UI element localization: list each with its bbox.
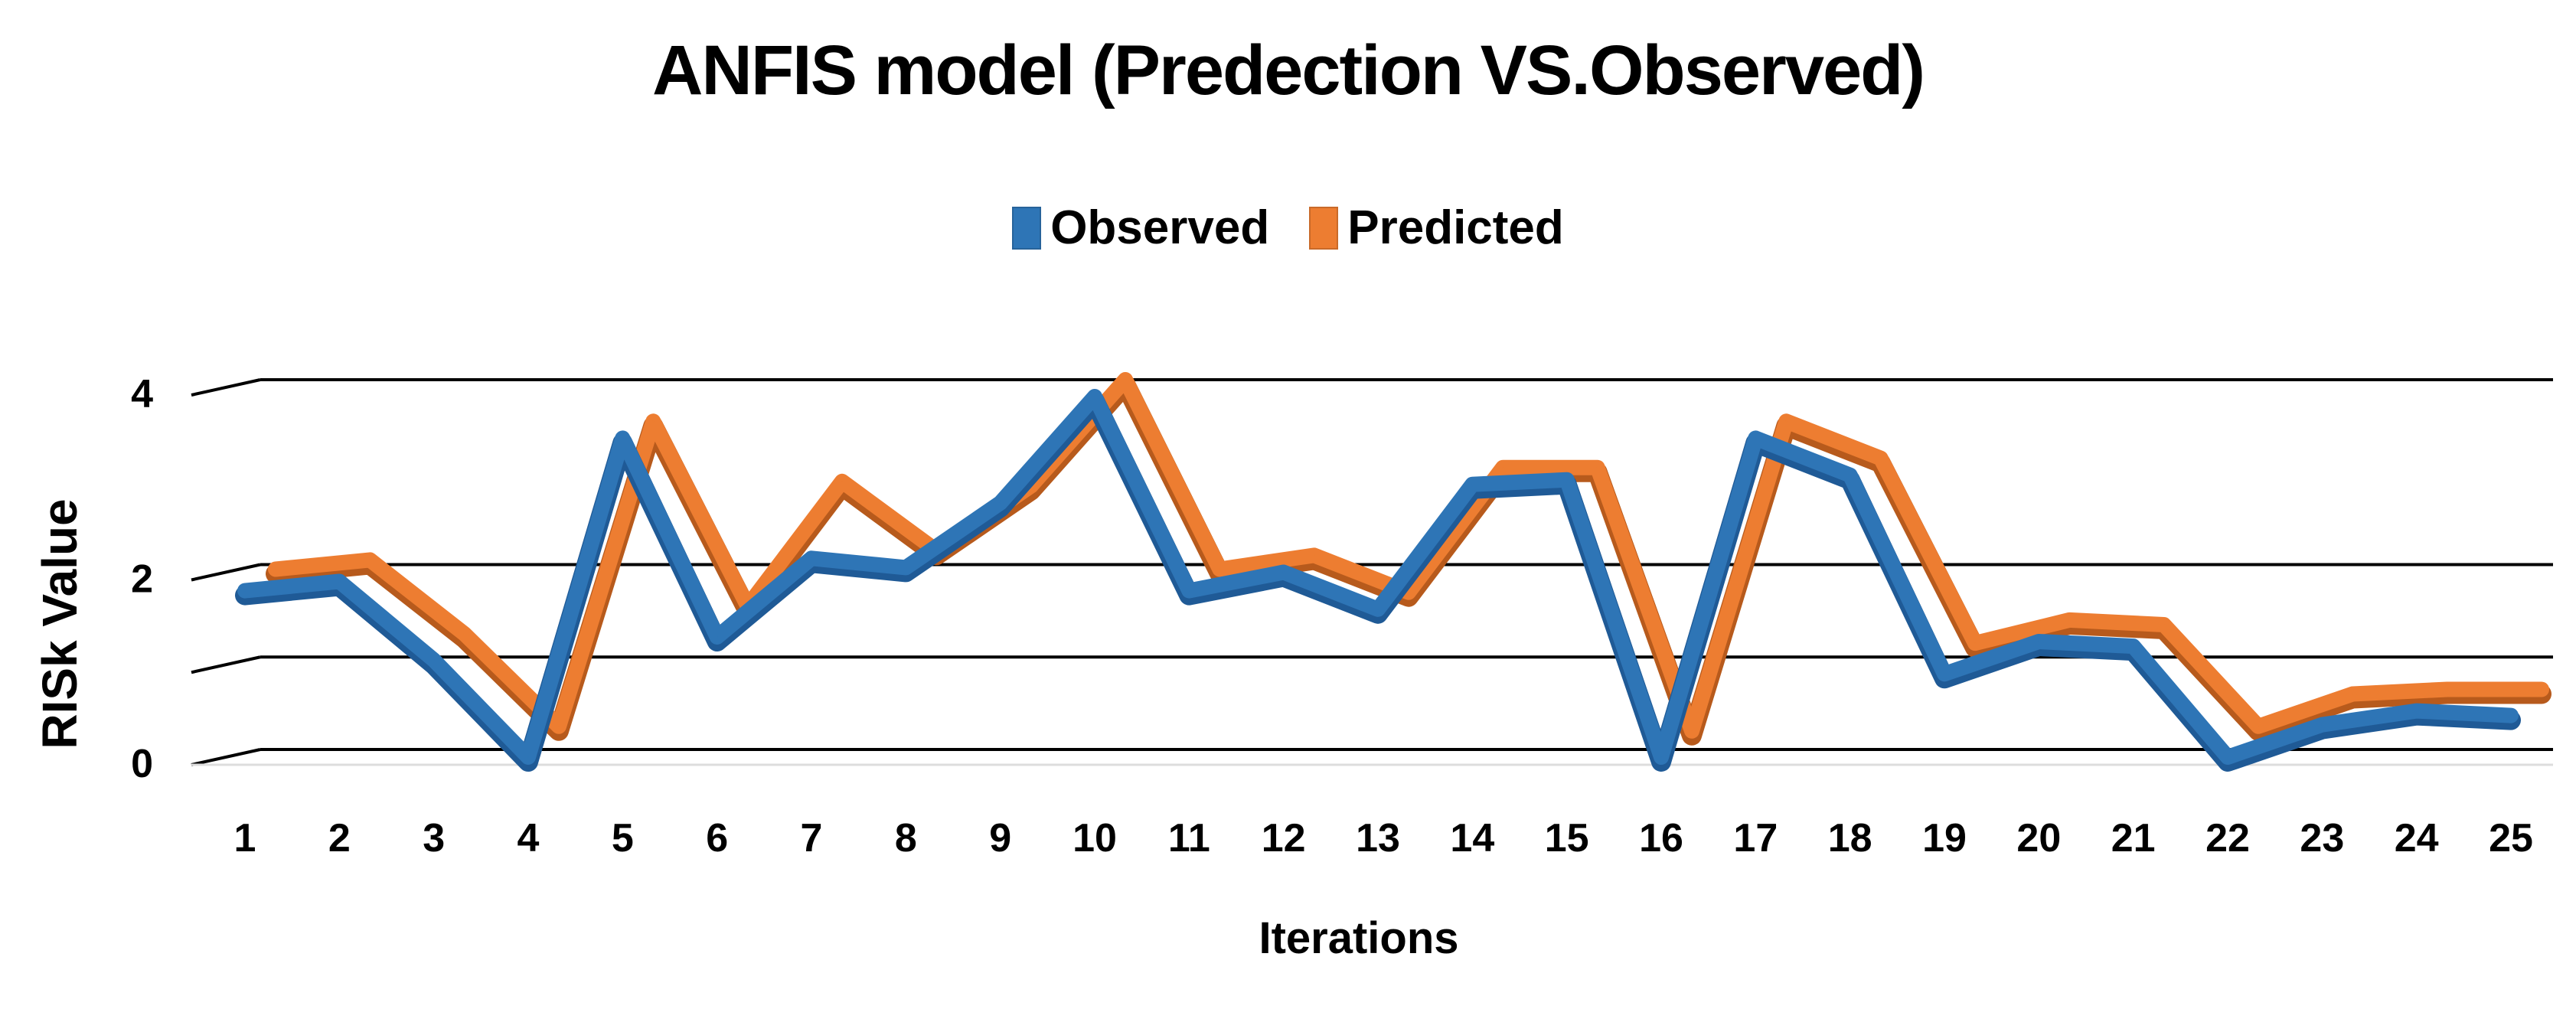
gridline-diagonal-2 — [191, 563, 261, 582]
data-point-observed-21 — [2132, 645, 2134, 648]
data-point-observed-17 — [1755, 437, 1757, 439]
x-tick-label-18: 18 — [1828, 816, 1872, 860]
data-point-predicted-20 — [2068, 619, 2071, 621]
data-point-predicted-2 — [369, 559, 371, 561]
gridline-diagonal-4 — [191, 378, 261, 397]
data-point-predicted-19 — [1974, 642, 1976, 645]
data-point-observed-13 — [1377, 608, 1379, 610]
data-point-predicted-3 — [463, 633, 465, 635]
x-tick-label-25: 25 — [2489, 816, 2533, 860]
data-point-predicted-23 — [2352, 693, 2354, 695]
x-axis-label: Iterations — [1259, 913, 1458, 963]
data-point-observed-5 — [622, 437, 624, 439]
data-point-predicted-18 — [1879, 457, 1882, 459]
x-tick-label-22: 22 — [2205, 816, 2250, 860]
x-tick-label-3: 3 — [423, 816, 445, 860]
data-point-observed-9 — [999, 501, 1001, 504]
x-tick-label-10: 10 — [1073, 816, 1117, 860]
x-tick-label-9: 9 — [989, 816, 1011, 860]
data-point-predicted-15 — [1596, 466, 1598, 469]
y-tick-layer: 0 2 4 — [131, 372, 153, 786]
x-tick-label-11: 11 — [1168, 816, 1210, 860]
x-tick-label-1: 1 — [234, 816, 256, 860]
data-point-predicted-16 — [1691, 730, 1693, 732]
data-point-observed-6 — [716, 636, 718, 638]
x-tick-label-15: 15 — [1545, 816, 1589, 860]
x-tick-layer: 1 2 3 4 5 6 7 8 9 10 11 12 13 14 15 16 17 18 19 20 21 22 23 24 2… — [234, 816, 2533, 860]
data-point-observed-10 — [1094, 396, 1095, 397]
data-point-observed-20 — [2038, 641, 2040, 642]
legend-label-predicted: Predicted — [1347, 201, 1564, 254]
data-point-observed-24 — [2415, 710, 2418, 712]
x-tick-label-4: 4 — [517, 816, 540, 860]
legend-swatch-predicted — [1309, 206, 1339, 250]
data-point-observed-14 — [1471, 483, 1474, 485]
y-axis-label: RISk Value — [32, 498, 87, 749]
x-tick-label-13: 13 — [1356, 816, 1400, 860]
gridline-diagonal-0 — [191, 748, 261, 766]
data-point-predicted-10 — [1125, 379, 1126, 380]
x-tick-label-21: 21 — [2111, 816, 2156, 860]
data-point-observed-19 — [1944, 673, 1945, 675]
data-point-predicted-22 — [2258, 725, 2259, 727]
data-point-predicted-7 — [841, 480, 843, 482]
data-point-observed-2 — [338, 580, 341, 583]
y-tick-label-4: 4 — [131, 372, 153, 416]
data-point-predicted-5 — [652, 420, 655, 423]
x-tick-label-16: 16 — [1639, 816, 1683, 860]
legend-item-observed[interactable]: Observed — [1012, 201, 1269, 255]
data-point-observed-22 — [2227, 756, 2228, 758]
data-point-predicted-21 — [2163, 624, 2165, 625]
x-tick-label-24: 24 — [2395, 816, 2439, 860]
data-point-observed-18 — [1849, 474, 1851, 476]
x-tick-label-17: 17 — [1733, 816, 1778, 860]
legend: Observed Predicted — [0, 201, 2576, 255]
legend-label-observed: Observed — [1050, 201, 1270, 254]
data-point-predicted-24 — [2446, 688, 2448, 691]
data-point-observed-16 — [1660, 756, 1662, 758]
x-tick-label-14: 14 — [1450, 816, 1494, 860]
x-tick-label-5: 5 — [612, 816, 634, 860]
data-point-predicted-4 — [558, 725, 560, 727]
data-point-observed-3 — [433, 659, 435, 661]
data-point-observed-25 — [2510, 714, 2512, 717]
x-tick-label-8: 8 — [895, 816, 917, 860]
x-tick-label-23: 23 — [2300, 816, 2344, 860]
chart-title: ANFIS model (Predection VS.Observed) — [651, 31, 1925, 109]
data-point-predicted-17 — [1785, 420, 1788, 423]
x-tick-label-19: 19 — [1922, 816, 1967, 860]
x-tick-label-2: 2 — [328, 816, 351, 860]
x-tick-label-12: 12 — [1262, 816, 1306, 860]
data-point-observed-7 — [811, 557, 812, 560]
series-observed — [235, 389, 2521, 772]
y-tick-label-2: 2 — [131, 557, 153, 602]
data-point-predicted-13 — [1408, 591, 1409, 593]
data-point-observed-15 — [1566, 478, 1568, 481]
data-point-observed-8 — [905, 567, 907, 569]
data-point-predicted-25 — [2541, 688, 2542, 691]
data-point-predicted-11 — [1219, 568, 1221, 570]
x-tick-label-7: 7 — [801, 816, 823, 860]
x-tick-label-6: 6 — [706, 816, 728, 860]
data-point-observed-1 — [244, 589, 246, 592]
y-tick-label-0: 0 — [131, 742, 153, 786]
legend-swatch-observed — [1012, 206, 1042, 250]
data-point-observed-4 — [527, 756, 529, 758]
series-layer — [235, 372, 2552, 772]
data-point-predicted-1 — [275, 568, 276, 570]
data-point-observed-11 — [1188, 589, 1190, 592]
data-point-observed-23 — [2321, 723, 2323, 726]
data-point-observed-12 — [1282, 571, 1285, 573]
x-tick-label-20: 20 — [2016, 816, 2061, 860]
legend-item-predicted[interactable]: Predicted — [1309, 201, 1564, 255]
gridline-diagonal-1 — [191, 655, 261, 674]
data-point-predicted-12 — [1313, 554, 1315, 557]
data-point-predicted-14 — [1502, 466, 1504, 469]
